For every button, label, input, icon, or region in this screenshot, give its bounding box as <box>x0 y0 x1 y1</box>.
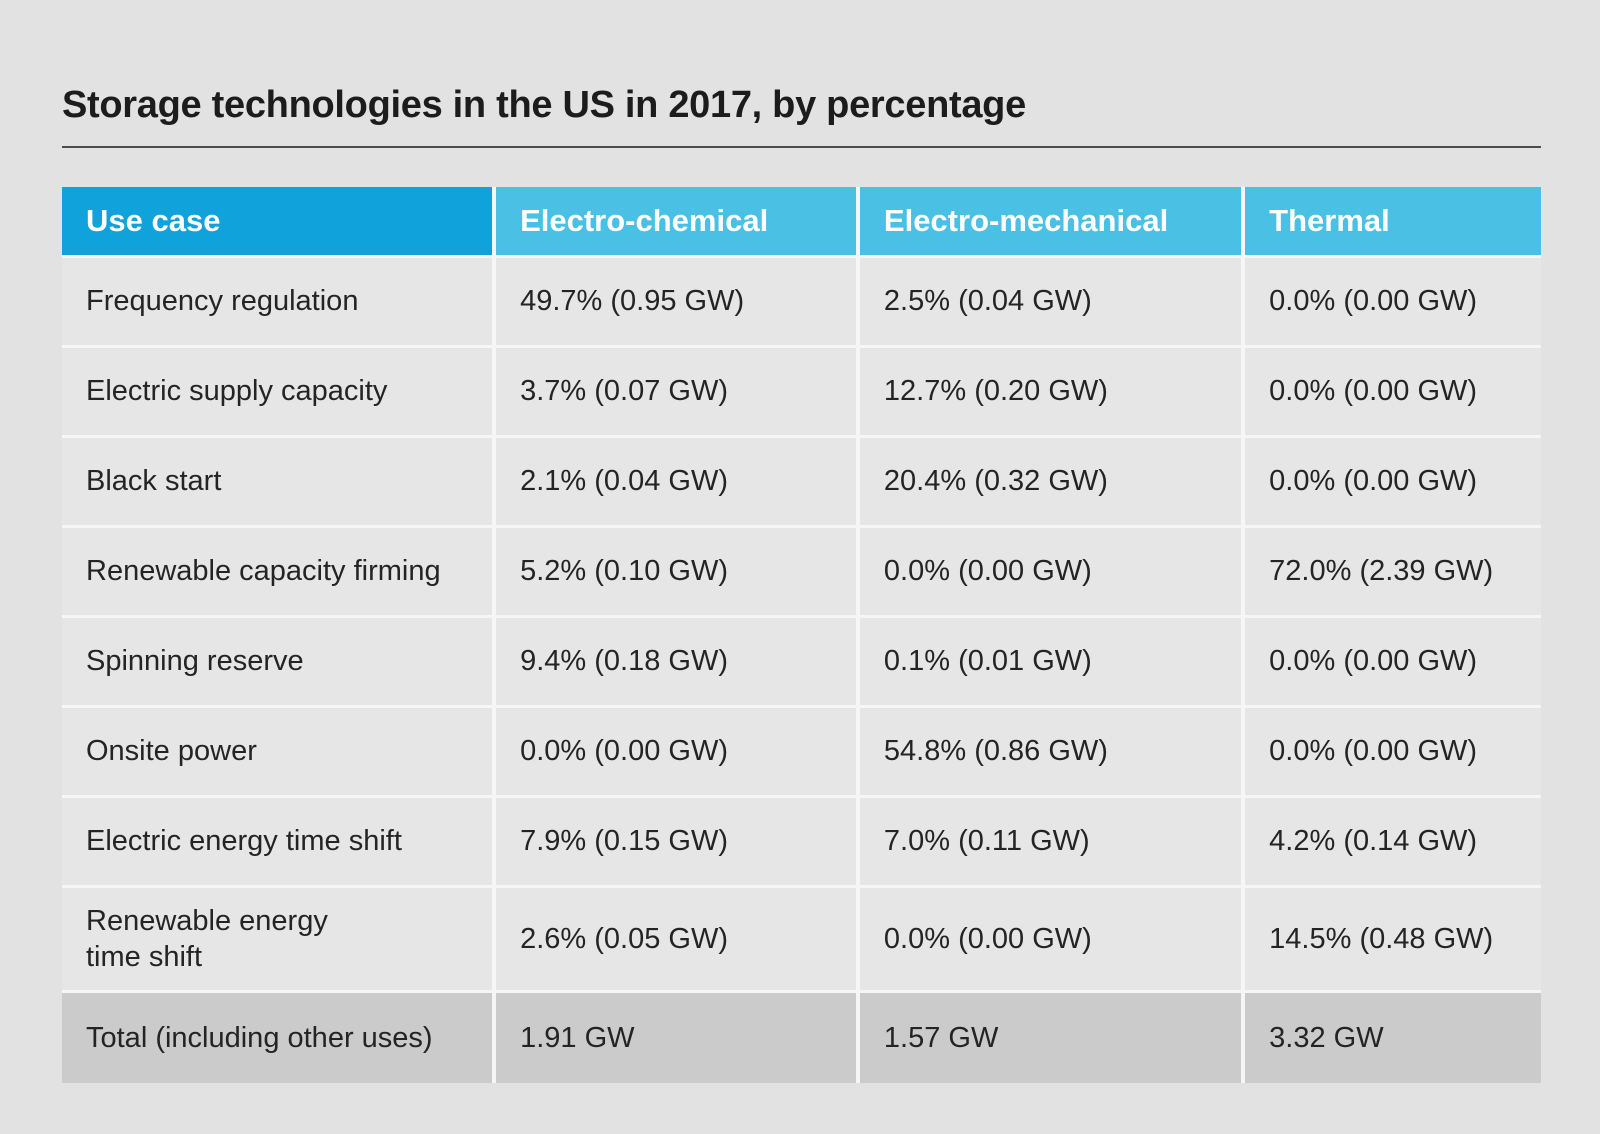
cell-electro-chemical: 3.7% (0.07 GW) <box>496 348 860 438</box>
column-header-use-case: Use case <box>62 187 497 258</box>
cell-electro-mechanical: 0.0% (0.00 GW) <box>859 528 1246 618</box>
cell-total-thermal: 3.32 GW <box>1245 993 1541 1083</box>
table-row: Renewable energy time shift 2.6% (0.05 G… <box>62 888 1541 993</box>
cell-electro-chemical: 2.1% (0.04 GW) <box>496 438 860 528</box>
cell-thermal: 4.2% (0.14 GW) <box>1245 798 1541 888</box>
table-header-row: Use case Electro-chemical Electro-mechan… <box>62 187 1541 258</box>
cell-total-electro-mechanical: 1.57 GW <box>859 993 1246 1083</box>
cell-use-case: Black start <box>62 438 497 528</box>
cell-use-case: Renewable energy time shift <box>62 888 497 993</box>
cell-thermal: 0.0% (0.00 GW) <box>1245 438 1541 528</box>
table-row: Renewable capacity firming 5.2% (0.10 GW… <box>62 528 1541 618</box>
cell-thermal: 0.0% (0.00 GW) <box>1245 618 1541 708</box>
cell-electro-mechanical: 54.8% (0.86 GW) <box>859 708 1246 798</box>
page-content: Storage technologies in the US in 2017, … <box>62 0 1541 1083</box>
cell-thermal: 0.0% (0.00 GW) <box>1245 348 1541 438</box>
cell-use-case: Electric supply capacity <box>62 348 497 438</box>
cell-electro-chemical: 49.7% (0.95 GW) <box>496 258 860 348</box>
cell-electro-mechanical: 12.7% (0.20 GW) <box>859 348 1246 438</box>
cell-use-case: Renewable capacity firming <box>62 528 497 618</box>
column-header-thermal: Thermal <box>1245 187 1541 258</box>
cell-electro-mechanical: 0.0% (0.00 GW) <box>859 888 1246 993</box>
table-total-row: Total (including other uses) 1.91 GW 1.5… <box>62 993 1541 1083</box>
cell-thermal: 72.0% (2.39 GW) <box>1245 528 1541 618</box>
cell-electro-chemical: 5.2% (0.10 GW) <box>496 528 860 618</box>
cell-thermal: 14.5% (0.48 GW) <box>1245 888 1541 993</box>
title-rule <box>62 146 1541 148</box>
page-title: Storage technologies in the US in 2017, … <box>62 84 1026 126</box>
cell-electro-chemical: 2.6% (0.05 GW) <box>496 888 860 993</box>
cell-use-case: Frequency regulation <box>62 258 497 348</box>
column-header-electro-chemical: Electro-chemical <box>496 187 860 258</box>
cell-electro-mechanical: 20.4% (0.32 GW) <box>859 438 1246 528</box>
cell-thermal: 0.0% (0.00 GW) <box>1245 258 1541 348</box>
cell-electro-chemical: 7.9% (0.15 GW) <box>496 798 860 888</box>
cell-electro-chemical: 0.0% (0.00 GW) <box>496 708 860 798</box>
cell-use-case: Electric energy time shift <box>62 798 497 888</box>
cell-use-case: Onsite power <box>62 708 497 798</box>
cell-electro-mechanical: 7.0% (0.11 GW) <box>859 798 1246 888</box>
table-row: Frequency regulation 49.7% (0.95 GW) 2.5… <box>62 258 1541 348</box>
column-header-electro-mechanical: Electro-mechanical <box>859 187 1246 258</box>
cell-electro-mechanical: 0.1% (0.01 GW) <box>859 618 1246 708</box>
table-row: Onsite power 0.0% (0.00 GW) 54.8% (0.86 … <box>62 708 1541 798</box>
cell-total-electro-chemical: 1.91 GW <box>496 993 860 1083</box>
cell-electro-mechanical: 2.5% (0.04 GW) <box>859 258 1246 348</box>
cell-use-case: Spinning reserve <box>62 618 497 708</box>
table-row: Electric supply capacity 3.7% (0.07 GW) … <box>62 348 1541 438</box>
table-row: Spinning reserve 9.4% (0.18 GW) 0.1% (0.… <box>62 618 1541 708</box>
storage-technologies-table: Use case Electro-chemical Electro-mechan… <box>62 187 1541 1083</box>
table-row: Black start 2.1% (0.04 GW) 20.4% (0.32 G… <box>62 438 1541 528</box>
cell-electro-chemical: 9.4% (0.18 GW) <box>496 618 860 708</box>
table-row: Electric energy time shift 7.9% (0.15 GW… <box>62 798 1541 888</box>
cell-thermal: 0.0% (0.00 GW) <box>1245 708 1541 798</box>
cell-total-label: Total (including other uses) <box>62 993 497 1083</box>
